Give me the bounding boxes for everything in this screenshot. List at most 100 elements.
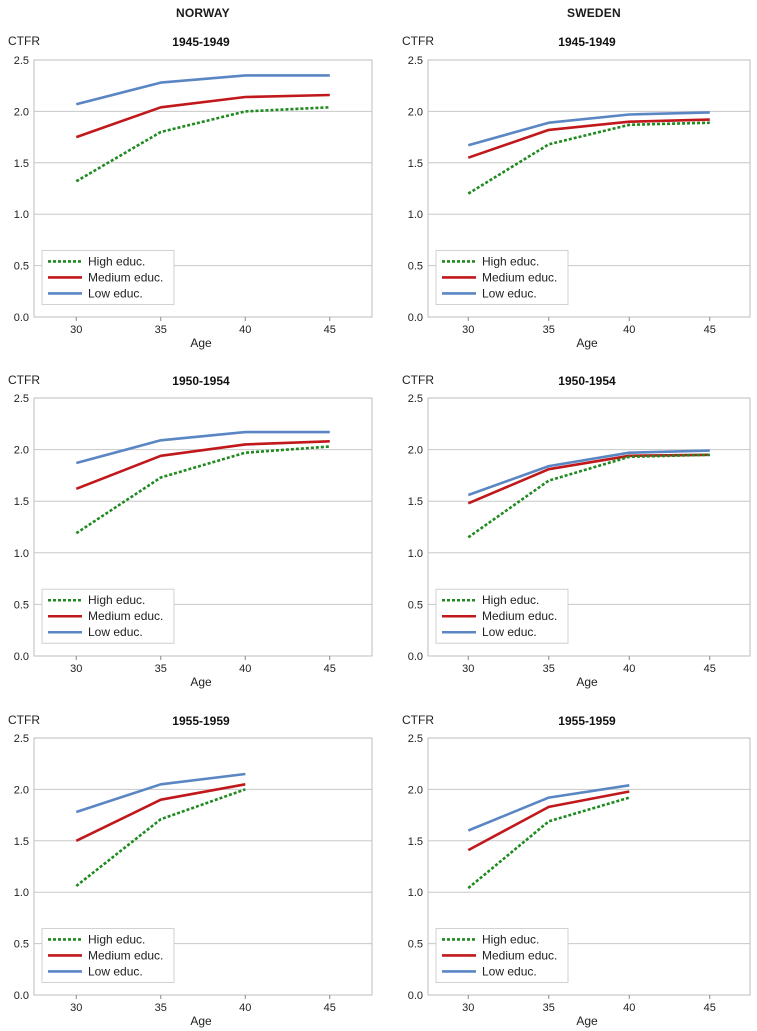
plot-frame — [33, 737, 373, 996]
series-line-high — [467, 453, 710, 539]
x-tick-label: 35 — [155, 663, 167, 675]
legend-label: Medium educ. — [482, 609, 557, 623]
y-tick-label: 2.5 — [14, 733, 29, 745]
y-tick-label: 2.5 — [14, 393, 29, 405]
series-line-low — [467, 111, 710, 147]
series-line-high — [75, 445, 330, 535]
plot-frame — [427, 397, 751, 657]
x-tick-label: 40 — [623, 1002, 635, 1014]
chart-panel-3: 0.0 0.5 1.0 1.5 2.0 2.5 30 35 40 45 Age CTFR 1950-19… — [8, 373, 373, 689]
plot-frame — [427, 59, 751, 318]
x-axis-label: Age — [576, 336, 598, 350]
series-line-low — [75, 430, 330, 465]
legend-label: High educ. — [88, 593, 145, 607]
series-line-high — [467, 121, 710, 195]
x-tick-label: 35 — [543, 663, 555, 675]
x-tick-label: 40 — [239, 324, 251, 336]
x-tick-label: 30 — [70, 324, 82, 336]
series-line-low — [75, 74, 330, 106]
series-line-high — [75, 788, 246, 888]
y-axis-label: CTFR — [8, 713, 40, 727]
legend-label: Low educ. — [88, 964, 143, 978]
chart-panel-5: 0.0 0.5 1.0 1.5 2.0 2.5 30 35 40 45 Age CTFR 1955-19… — [8, 713, 373, 1028]
x-tick-label: 40 — [239, 663, 251, 675]
y-tick-label: 0.0 — [408, 312, 423, 324]
legend-label: Medium educ. — [88, 270, 163, 284]
x-tick-label: 35 — [155, 1002, 167, 1014]
y-tick-label: 0.5 — [14, 261, 29, 273]
y-tick-label: 2.5 — [408, 733, 423, 745]
x-tick-label: 45 — [704, 1002, 716, 1014]
x-tick-label: 30 — [70, 1002, 82, 1014]
chart-title: 1955-1959 — [558, 714, 616, 728]
series-line-medium — [75, 783, 246, 842]
x-tick-label: 45 — [324, 324, 336, 336]
x-tick-label: 30 — [462, 1002, 474, 1014]
y-tick-label: 2.5 — [408, 55, 423, 67]
y-tick-label: 0.0 — [14, 651, 29, 663]
series-line-low — [467, 449, 710, 497]
y-axis-label: CTFR — [8, 34, 40, 48]
y-tick-label: 2.5 — [408, 393, 423, 405]
y-tick-label: 0.0 — [408, 651, 423, 663]
legend-label: Low educ. — [482, 964, 537, 978]
series-line-high — [467, 796, 630, 890]
y-tick-label: 1.5 — [408, 158, 423, 170]
x-axis-label: Age — [190, 1014, 212, 1028]
y-tick-label: 0.5 — [14, 939, 29, 951]
y-axis-label: CTFR — [8, 373, 40, 387]
chart-title: 1945-1949 — [558, 35, 616, 49]
x-axis-label: Age — [190, 336, 212, 350]
chart-panel-1: 0.0 0.5 1.0 1.5 2.0 2.5 30 35 40 45 Age CTFR 1945-19… — [8, 34, 373, 350]
x-tick-label: 45 — [324, 1002, 336, 1014]
legend-label: Medium educ. — [88, 609, 163, 623]
y-tick-label: 2.0 — [14, 445, 29, 457]
x-tick-label: 35 — [543, 324, 555, 336]
x-tick-label: 40 — [239, 1002, 251, 1014]
plot-frame — [33, 397, 373, 657]
y-axis-label: CTFR — [402, 34, 434, 48]
legend-label: High educ. — [88, 932, 145, 946]
y-tick-label: 2.0 — [408, 784, 423, 796]
y-tick-label: 1.0 — [14, 548, 29, 560]
y-tick-label: 1.0 — [14, 887, 29, 899]
x-tick-label: 40 — [623, 663, 635, 675]
series-line-medium — [467, 453, 710, 505]
x-axis-label: Age — [576, 1014, 598, 1028]
y-tick-label: 2.0 — [14, 784, 29, 796]
x-axis-label: Age — [190, 675, 212, 689]
legend-label: Medium educ. — [482, 948, 557, 962]
legend-label: High educ. — [482, 254, 539, 268]
country-header-norway: NORWAY — [176, 6, 230, 20]
chart-panel-2: 0.0 0.5 1.0 1.5 2.0 2.5 30 35 40 45 Age CTFR 1945-19… — [402, 34, 751, 350]
x-tick-label: 45 — [704, 663, 716, 675]
plot-frame — [427, 737, 751, 996]
x-tick-label: 30 — [462, 663, 474, 675]
x-tick-label: 45 — [704, 324, 716, 336]
y-tick-label: 2.0 — [408, 445, 423, 457]
y-tick-label: 2.0 — [14, 106, 29, 118]
x-tick-label: 35 — [543, 1002, 555, 1014]
chart-title: 1945-1949 — [172, 35, 230, 49]
series-line-low — [75, 772, 246, 814]
chart-title: 1950-1954 — [558, 374, 616, 388]
y-tick-label: 1.0 — [14, 209, 29, 221]
y-tick-label: 1.5 — [14, 158, 29, 170]
y-tick-label: 1.0 — [408, 548, 423, 560]
country-header-sweden: SWEDEN — [567, 6, 621, 20]
y-tick-label: 1.5 — [408, 836, 423, 848]
y-tick-label: 2.5 — [14, 55, 29, 67]
legend-label: Low educ. — [482, 286, 537, 300]
y-tick-label: 0.0 — [14, 312, 29, 324]
series-line-low — [467, 784, 630, 832]
series-line-high — [75, 106, 330, 183]
legend-label: Low educ. — [482, 625, 537, 639]
y-tick-label: 0.5 — [408, 939, 423, 951]
y-tick-label: 0.5 — [14, 599, 29, 611]
y-tick-label: 1.5 — [408, 496, 423, 508]
y-tick-label: 1.0 — [408, 887, 423, 899]
x-tick-label: 45 — [324, 663, 336, 675]
x-tick-label: 35 — [155, 324, 167, 336]
y-tick-label: 0.5 — [408, 599, 423, 611]
